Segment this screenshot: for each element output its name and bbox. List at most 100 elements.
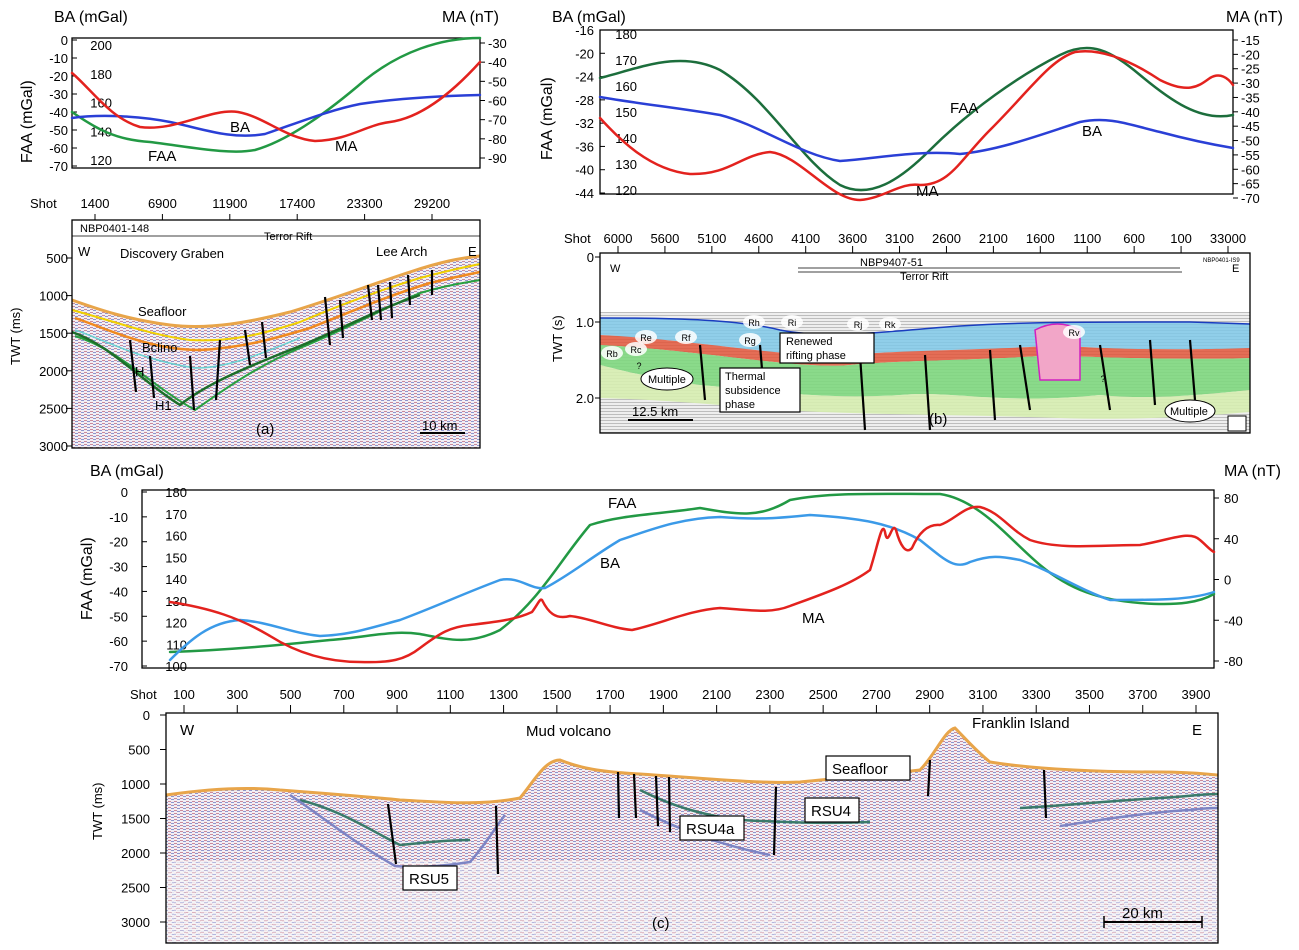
panel-b-unit-badge [1063, 325, 1085, 339]
panel-a-fault [148, 355, 156, 399]
panel-c-rsu4-box [804, 797, 860, 823]
panel-c-ba-tick: 110 [166, 637, 187, 652]
panel-a-graben-label: Discovery Graben [120, 246, 224, 261]
panel-c-rsu5-east-horizon [1059, 806, 1219, 828]
panel-c-seafloor-box [825, 755, 911, 781]
panel-c-ba-tick: 100 [165, 659, 187, 674]
panel-b-unit-label: Rv [1069, 328, 1080, 338]
panel-b-shot-tick: 6000 [604, 231, 633, 246]
panel-a-shot-tick: 1400 [81, 196, 110, 211]
panel-b-shot-axis: Shot 6000 5600 5100 4600 4100 3600 3100 2600 210… [564, 231, 1246, 253]
panel-c-field-frame [141, 489, 1215, 669]
panel-a-fault [243, 329, 252, 366]
panel-a-faa-tick: -40 [49, 105, 68, 120]
panel-b-unit-label: ? [1100, 374, 1105, 384]
panel-a-twt-tick: 1000 [39, 289, 68, 304]
panel-c-seafloor-horizon [165, 726, 1219, 805]
panel-a-seafloor-label: Seafloor [138, 304, 187, 319]
panel-b-unit-label: ? [636, 361, 641, 371]
panel-b-ma-tick: -50 [1241, 134, 1260, 149]
panel-a-ma-tick: -60 [488, 94, 507, 109]
panel-a-shot-tick: 17400 [279, 196, 315, 211]
panel-b-faa-tick: -28 [575, 93, 594, 108]
panel-c-fault [386, 803, 398, 865]
panel-a-twt-tick: 1500 [39, 326, 68, 341]
panel-b-line-id: NBP9407-51 [860, 257, 923, 269]
panel-a-faa-axis-title: FAA (mGal) [19, 80, 36, 163]
panel-c-shot-tick: 2300 [755, 687, 784, 702]
panel-c-ba-axis-title: BA (mGal) [90, 463, 164, 480]
panel-b-multiple-right: Multiple [1170, 406, 1208, 418]
panel-a-seismic-frame [71, 219, 481, 449]
panel-b-fault [1098, 344, 1112, 411]
panel-c-shot-axis: Shot 100 300 500 700 900 1100 1300 1500 1700 1900… [130, 687, 1210, 713]
panel-b-unit-label: Rk [885, 320, 896, 330]
panel-c-seismic: TWT (ms) 0 500 1000 1500 2000 2500 3000 W E Mu… [90, 708, 1219, 944]
panel-b-faa-tick: -16 [575, 23, 594, 38]
panel-c-ba-curve-label: BA [600, 555, 620, 572]
panel-c-fault [926, 759, 932, 797]
panel-c-twt-tick: 500 [128, 743, 150, 758]
panel-a-twt-axis-title: TWT (ms) [8, 307, 23, 365]
panel-c-faa-tick: -70 [109, 659, 128, 674]
panel-c-faa-tick: -30 [109, 560, 128, 575]
panel-b-ma-tick: -40 [1241, 105, 1260, 120]
panel-b-unit-label: Ri [788, 318, 797, 328]
panel-b-faa-tick: -36 [575, 139, 594, 154]
panel-a-faa-curve-label: FAA [148, 148, 176, 165]
panel-a-bclino-horizon [74, 270, 481, 352]
panel-b-multiple-right-ellipse [1164, 399, 1216, 423]
panel-b-seafloor [599, 317, 1251, 336]
panel-c-shot-tick: 1100 [436, 687, 464, 702]
panel-b-unit-badge [781, 315, 803, 329]
panel-b-fault [698, 344, 707, 401]
panel-c-fault [654, 775, 660, 827]
panel-a-tag: (a) [256, 421, 274, 438]
panel-b-ba-tick: 140 [615, 131, 637, 146]
panel-b-ba-tick: 170 [615, 53, 637, 68]
panel-b-ba-tick: 130 [615, 157, 637, 172]
panel-a-ba-curve [70, 93, 482, 137]
panel-c-twt-tick: 1000 [121, 777, 150, 792]
panel-c-twt-tick: 0 [143, 708, 150, 723]
panel-a-east-label: E [468, 244, 477, 259]
panel-c-shot-tick: 2900 [915, 687, 944, 702]
panel-c-ma-tick: 40 [1224, 532, 1238, 547]
panel-b-faa-tick: -44 [575, 186, 594, 201]
panel-a-shot-label: Shot [30, 196, 57, 211]
panel-a-ma-tick: -40 [488, 55, 507, 70]
panel-b-rift-label: Terror Rift [900, 271, 948, 283]
panel-c-rsu4-east-horizon [1019, 792, 1219, 810]
panel-b-ma-tick: -55 [1241, 148, 1260, 163]
panel-c-scale-label: 20 km [1122, 905, 1163, 922]
panel-a-twt-tick: 2500 [39, 401, 68, 416]
panel-a-fault [214, 339, 222, 401]
panel-b-ma-tick: -60 [1241, 162, 1260, 177]
panel-c-ma-tick: -80 [1224, 654, 1243, 669]
panel-b-seismic: TWT (s) 0 1.0 2.0 NBP9407-51 Terror Rift N… [550, 250, 1251, 434]
panel-b-shot-tick: 600 [1123, 231, 1145, 246]
panel-c-faa-tick: -20 [109, 535, 128, 550]
panel-b-fault [923, 354, 932, 431]
panel-b-twt-tick: 0 [587, 250, 594, 265]
panel-b-ba-curve-label: BA [1082, 123, 1102, 140]
panel-b-faa-tick: -40 [575, 163, 594, 178]
panel-c-fault [1042, 769, 1048, 819]
panel-b-ba-axis-title: BA (mGal) [552, 9, 626, 26]
panel-a-faa-tick: 0 [61, 33, 68, 48]
panel-c-shot-tick: 3700 [1128, 687, 1157, 702]
panel-a-ma-tick: -70 [488, 113, 507, 128]
panel-c-ba-tick: 180 [165, 485, 187, 500]
panel-c-seismic-frame [165, 712, 1219, 944]
panel-c-island-label: Franklin Island [972, 715, 1070, 732]
panel-a-cyan-horizon [74, 329, 301, 369]
panel-a-ba-curve-label: BA [230, 119, 250, 136]
panel-c-faa-curve-label: FAA [608, 495, 636, 512]
panel-a-line-id: NBP0401-148 [80, 223, 149, 235]
panel-b-scale-label: 12.5 km [632, 404, 678, 419]
panel-b-renewed-line1: Renewed [786, 336, 832, 348]
panel-b-faa-curve [598, 46, 1235, 192]
panel-c-twt-axis-title: TWT (ms) [90, 782, 105, 840]
panel-c-seafloor-label: Seafloor [832, 761, 888, 778]
